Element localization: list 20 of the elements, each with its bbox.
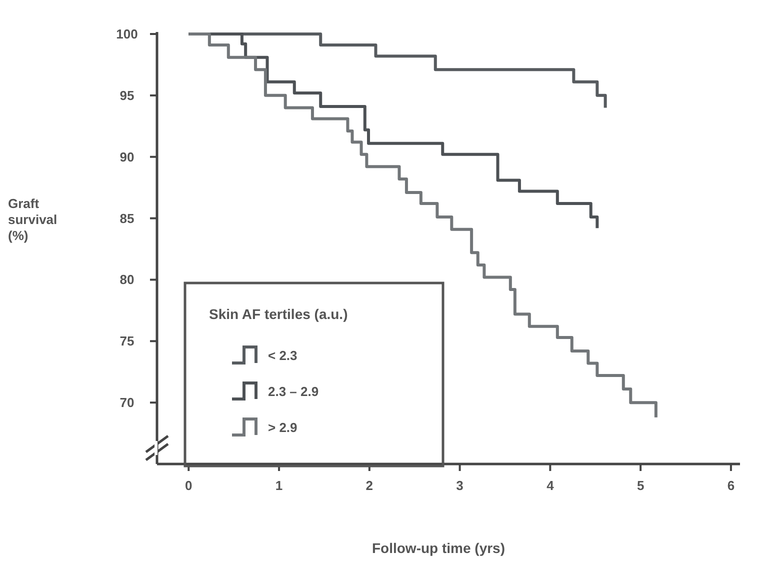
x-tick-label: 4 [546,478,555,493]
x-tick-label: 0 [185,478,192,493]
x-tick-label: 2 [366,478,374,493]
legend-title: Skin AF tertiles (a.u.) [209,306,348,322]
legend-label: 2.3 – 2.9 [268,384,319,399]
x-tick-label: 5 [636,478,644,493]
x-tick-label: 3 [456,478,464,493]
y-tick-label: 95 [120,88,134,103]
legend-label: > 2.9 [268,420,298,435]
y-tick-label: 85 [120,210,134,226]
x-axis-title: Follow-up time (yrs) [372,540,505,556]
y-axis-title: Graft survival (%) [8,196,58,243]
legend-label: < 2.3 [268,348,298,363]
x-tick-label: 1 [275,478,283,493]
y-tick-label: 90 [120,149,134,164]
x-tick-label: 6 [727,478,735,493]
y-tick-label: 100 [116,26,138,42]
y-tick-label: 75 [120,334,134,349]
y-tick-label: 70 [120,395,134,410]
y-tick-label: 80 [120,272,134,288]
